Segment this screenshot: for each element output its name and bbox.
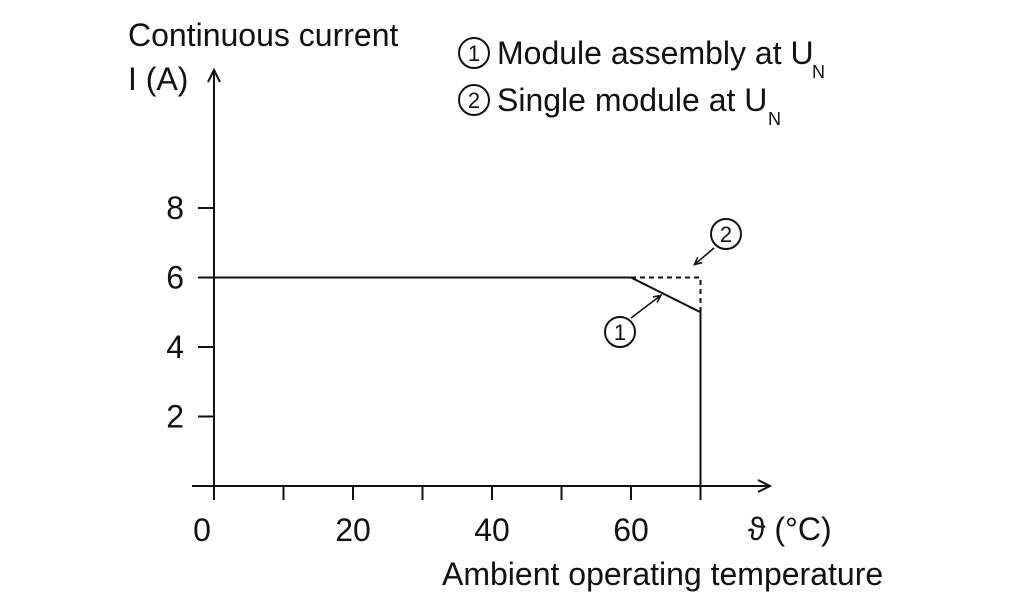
annotation-marker-2-number: 2: [720, 222, 732, 247]
legend-marker-2-circle: [458, 84, 490, 116]
annotation-marker-1-number: 1: [614, 320, 626, 345]
x-tick-label-0: 0: [193, 512, 211, 548]
legend-sub-2: N: [768, 109, 781, 129]
x-axis-arrow: [757, 479, 773, 493]
legend-text-1: Module assembly at U: [497, 35, 814, 71]
x-tick-label-60: 60: [613, 512, 649, 548]
annotation-arrow-1-head: [652, 294, 663, 303]
x-ticks: 0 20 40 60: [193, 486, 702, 548]
y-tick-label-2: 2: [166, 399, 184, 435]
y-tick-label-8: 8: [166, 190, 184, 226]
annotations-layer: 12: [604, 218, 742, 348]
y-axis-title-line1: Continuous current: [128, 17, 398, 53]
annotation-marker-2-circle: [710, 218, 742, 250]
y-tick-label-6: 6: [166, 260, 184, 296]
axes: [192, 67, 773, 493]
x-axis-title: Ambient operating temperature: [442, 556, 883, 592]
legend: 1 Module assembly at U N 2 Single module…: [458, 35, 825, 129]
series-layer: [214, 276, 702, 486]
x-tick-label-20: 20: [335, 512, 371, 548]
annotation-marker-1-circle: [604, 316, 636, 348]
y-axis-arrow: [207, 67, 221, 83]
y-axis-title-line2: I (A): [128, 61, 188, 97]
annotation-marker-1: 1: [604, 316, 636, 348]
legend-marker-1-circle: [458, 37, 490, 69]
series-line-2: [631, 276, 702, 313]
legend-marker-1-number: 1: [468, 41, 480, 66]
series-line-1: [214, 276, 702, 486]
y-tick-label-4: 4: [166, 329, 184, 365]
legend-sub-1: N: [812, 62, 825, 82]
annotation-arrow-1: [630, 294, 662, 319]
x-tick-label-40: 40: [474, 512, 510, 548]
x-axis-unit: ϑ (°C): [748, 511, 832, 547]
legend-item-2: 2 Single module at U N: [458, 82, 781, 129]
legend-text-2: Single module at U: [497, 82, 767, 118]
y-ticks: 2 4 6 8: [166, 190, 214, 435]
annotation-arrow-2-head: [693, 256, 703, 266]
legend-item-1: 1 Module assembly at U N: [458, 35, 825, 82]
annotation-arrow-2: [693, 247, 715, 266]
legend-marker-2-number: 2: [468, 88, 480, 113]
annotation-marker-2: 2: [710, 218, 742, 250]
